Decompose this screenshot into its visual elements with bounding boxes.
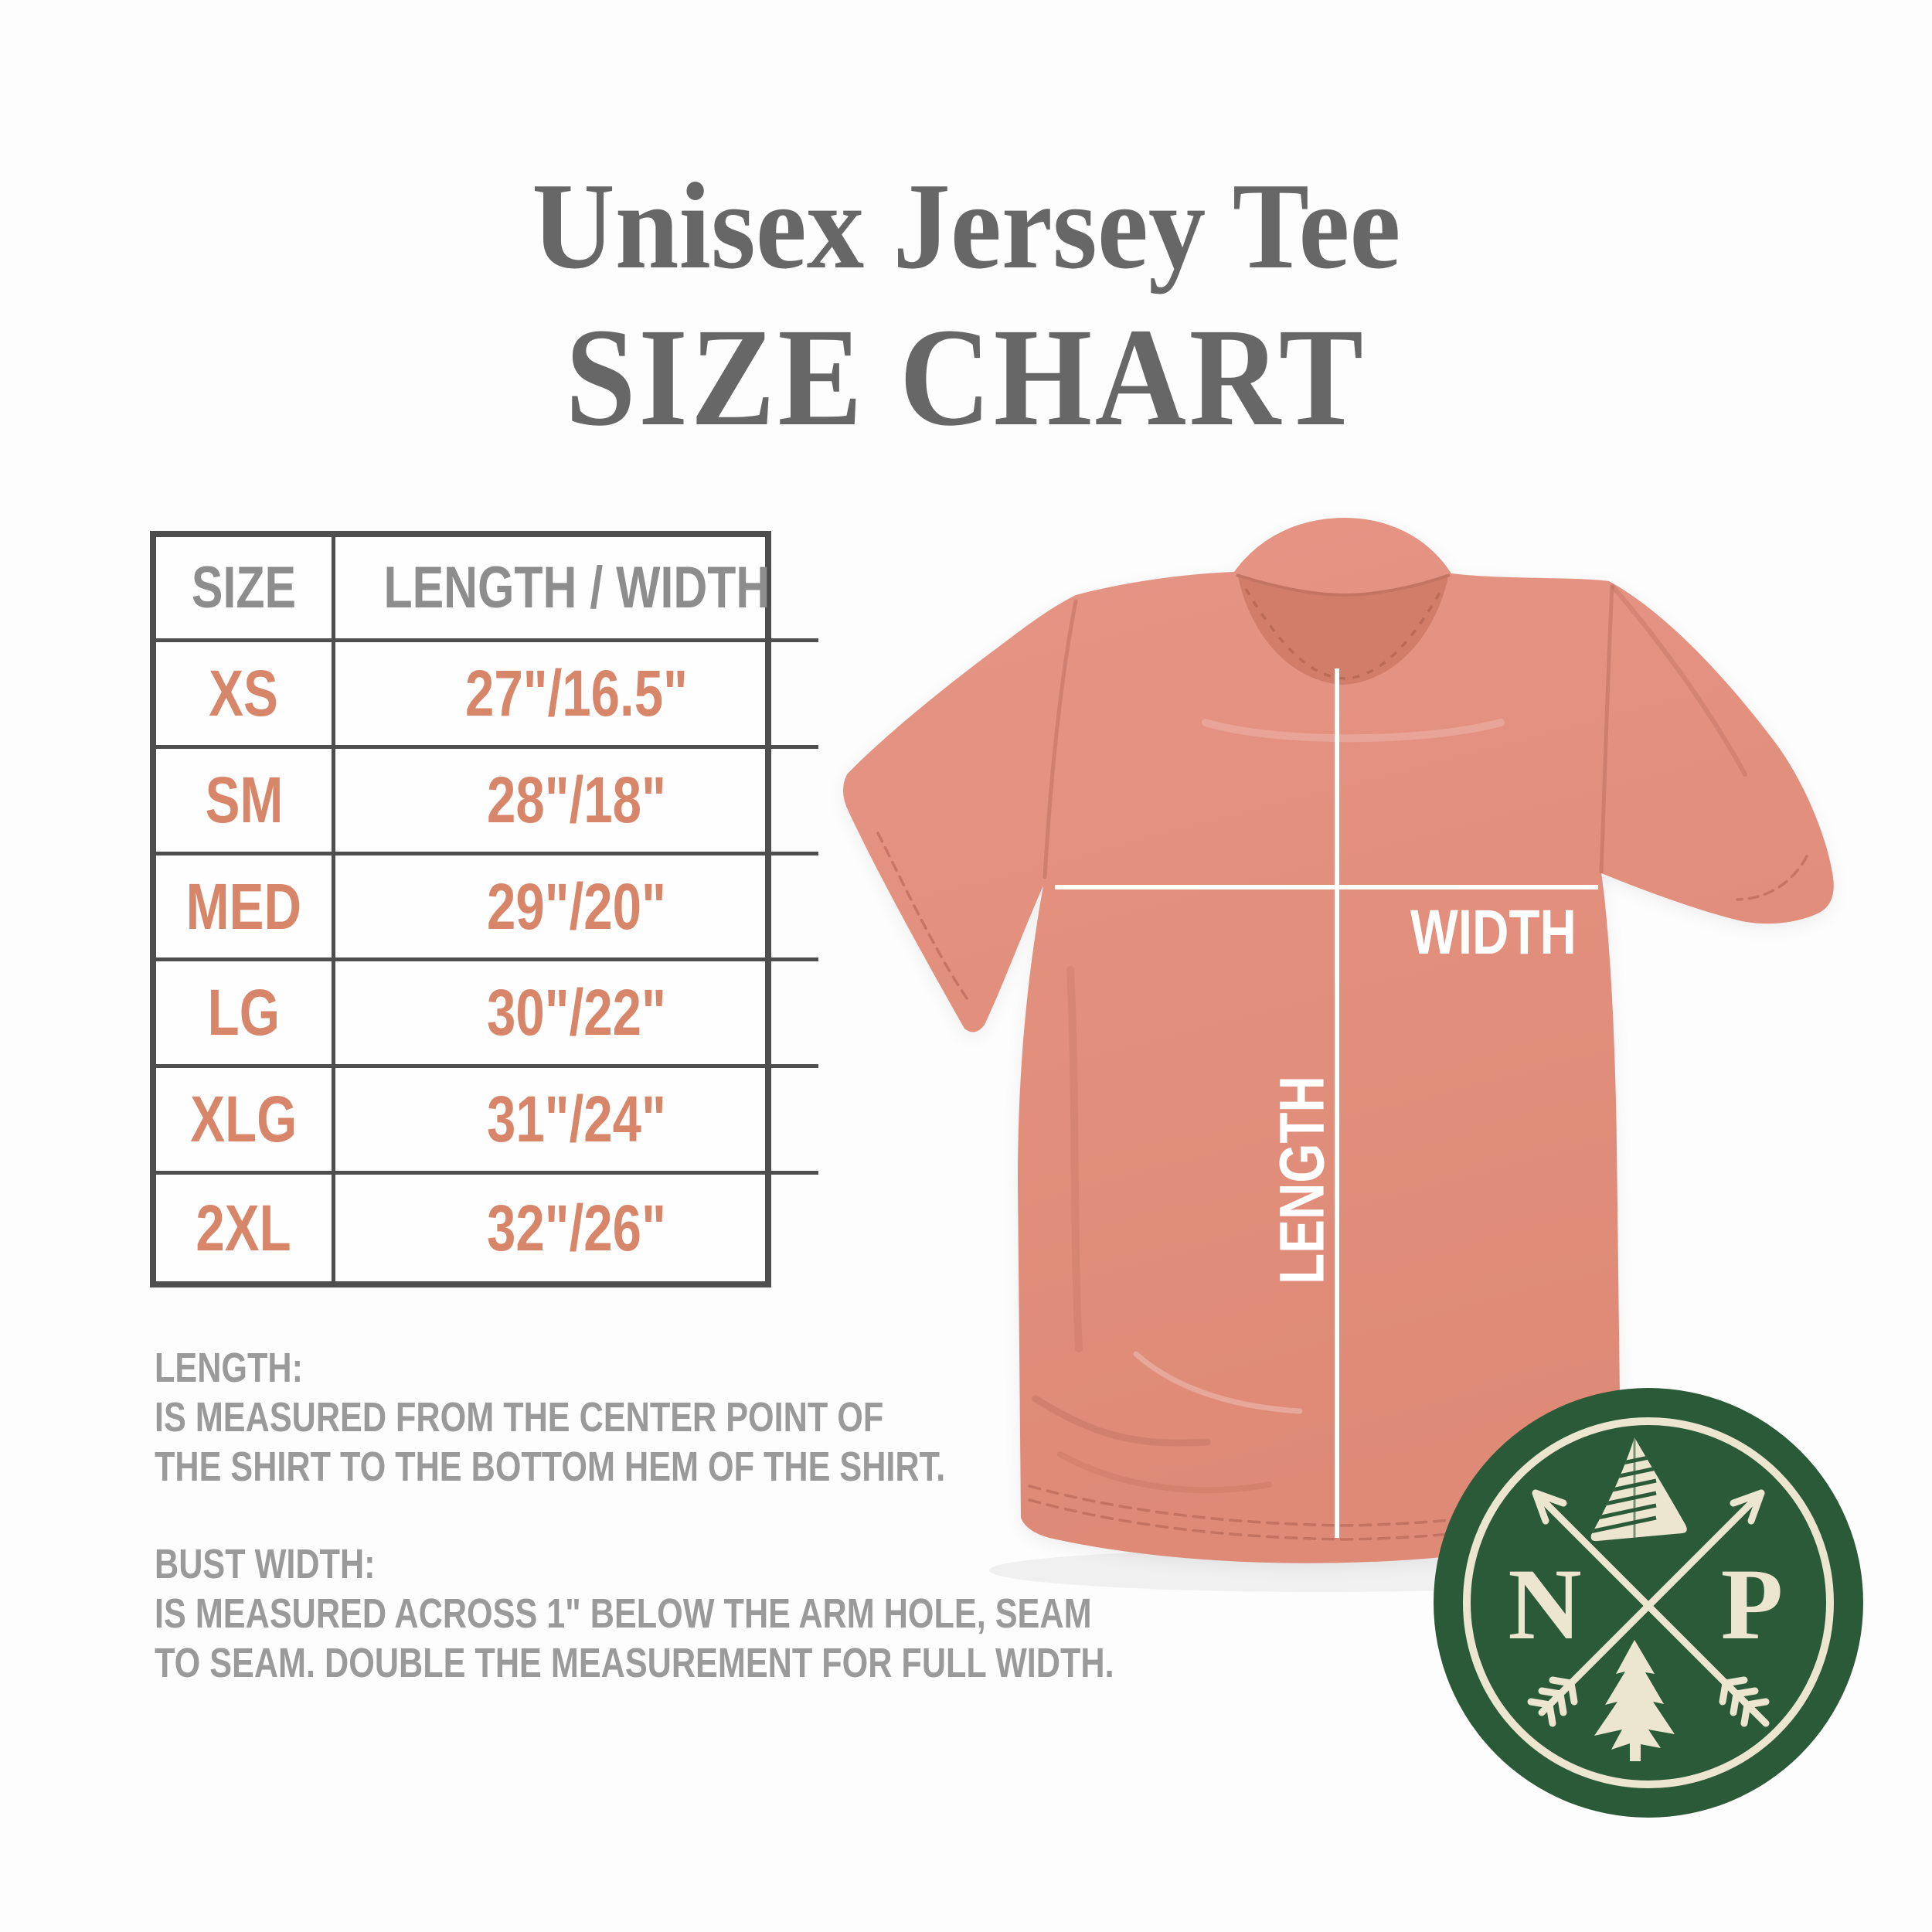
bust-width-note-line: TO SEAM. DOUBLE THE MEASUREMENT FOR FULL… xyxy=(155,1640,1114,1686)
table-row-2xl-size: 2XL xyxy=(156,1175,335,1281)
size-chart-table: SIZE LENGTH / WIDTH XS 27"/16.5" SM 28"/… xyxy=(150,531,818,1287)
table-row-sm-measurement: 28"/18" xyxy=(335,749,818,855)
collar xyxy=(1236,573,1451,685)
pine-tree-icon xyxy=(1594,1640,1675,1761)
bust-width-note-line: IS MEASURED ACROSS 1" BELOW THE ARM HOLE… xyxy=(155,1590,1092,1637)
collar-stitch xyxy=(1244,588,1444,680)
table-row-lg-size: LG xyxy=(156,961,335,1069)
page-subtitle-text: SIZE CHART xyxy=(565,300,1367,455)
table-row-2xl-measurement: 32"/26" xyxy=(487,1191,667,1264)
bust-width-note-heading: BUST WIDTH: xyxy=(155,1541,376,1587)
table-row-xs-measurement: 27"/16.5" xyxy=(335,642,818,749)
table-row-med-size: MED xyxy=(156,855,335,962)
crossed-arrows-icon xyxy=(1527,1489,1770,1727)
page-title: Unisex Jersey Tee xyxy=(0,164,1932,287)
logo-letter-n: N xyxy=(1508,1547,1581,1661)
length-note-line: IS MEASURED FROM THE CENTER POINT OF xyxy=(155,1394,884,1440)
logo-letter-p: P xyxy=(1721,1547,1784,1661)
table-header-measurement: LENGTH / WIDTH xyxy=(335,537,818,642)
logo-ring xyxy=(1463,1417,1834,1788)
table-row-sm-size: SM xyxy=(156,748,335,855)
table-header-size: SIZE xyxy=(156,537,335,642)
width-measure-label: WIDTH xyxy=(1410,897,1577,968)
table-row-xs-size: XS xyxy=(156,642,335,749)
collar-band-edge xyxy=(1236,573,1451,597)
length-note-line: THE SHIRT TO THE BOTTOM HEM OF THE SHIRT… xyxy=(155,1444,946,1490)
brand-logo-badge: N P xyxy=(1434,1388,1863,1818)
collar-opening xyxy=(1238,577,1448,685)
page-title-text: Unisex Jersey Tee xyxy=(531,157,1401,294)
table-row-med-measurement: 29"/20" xyxy=(335,855,818,962)
length-measure-label: LENGTH xyxy=(1267,1076,1338,1284)
table-row-xlg-measurement: 31"/24" xyxy=(335,1068,818,1175)
table-row-lg-measurement: 30"/22" xyxy=(335,961,818,1069)
length-note: LENGTH: IS MEASURED FROM THE CENTER POIN… xyxy=(155,1343,1143,1492)
tshirt-illustration xyxy=(842,518,1834,1592)
table-row-xlg-size: XLG xyxy=(156,1068,335,1175)
page-subtitle: SIZE CHART xyxy=(0,308,1932,448)
bust-width-note: BUST WIDTH: IS MEASURED ACROSS 1" BELOW … xyxy=(155,1539,1354,1688)
length-note-heading: LENGTH: xyxy=(155,1345,303,1391)
